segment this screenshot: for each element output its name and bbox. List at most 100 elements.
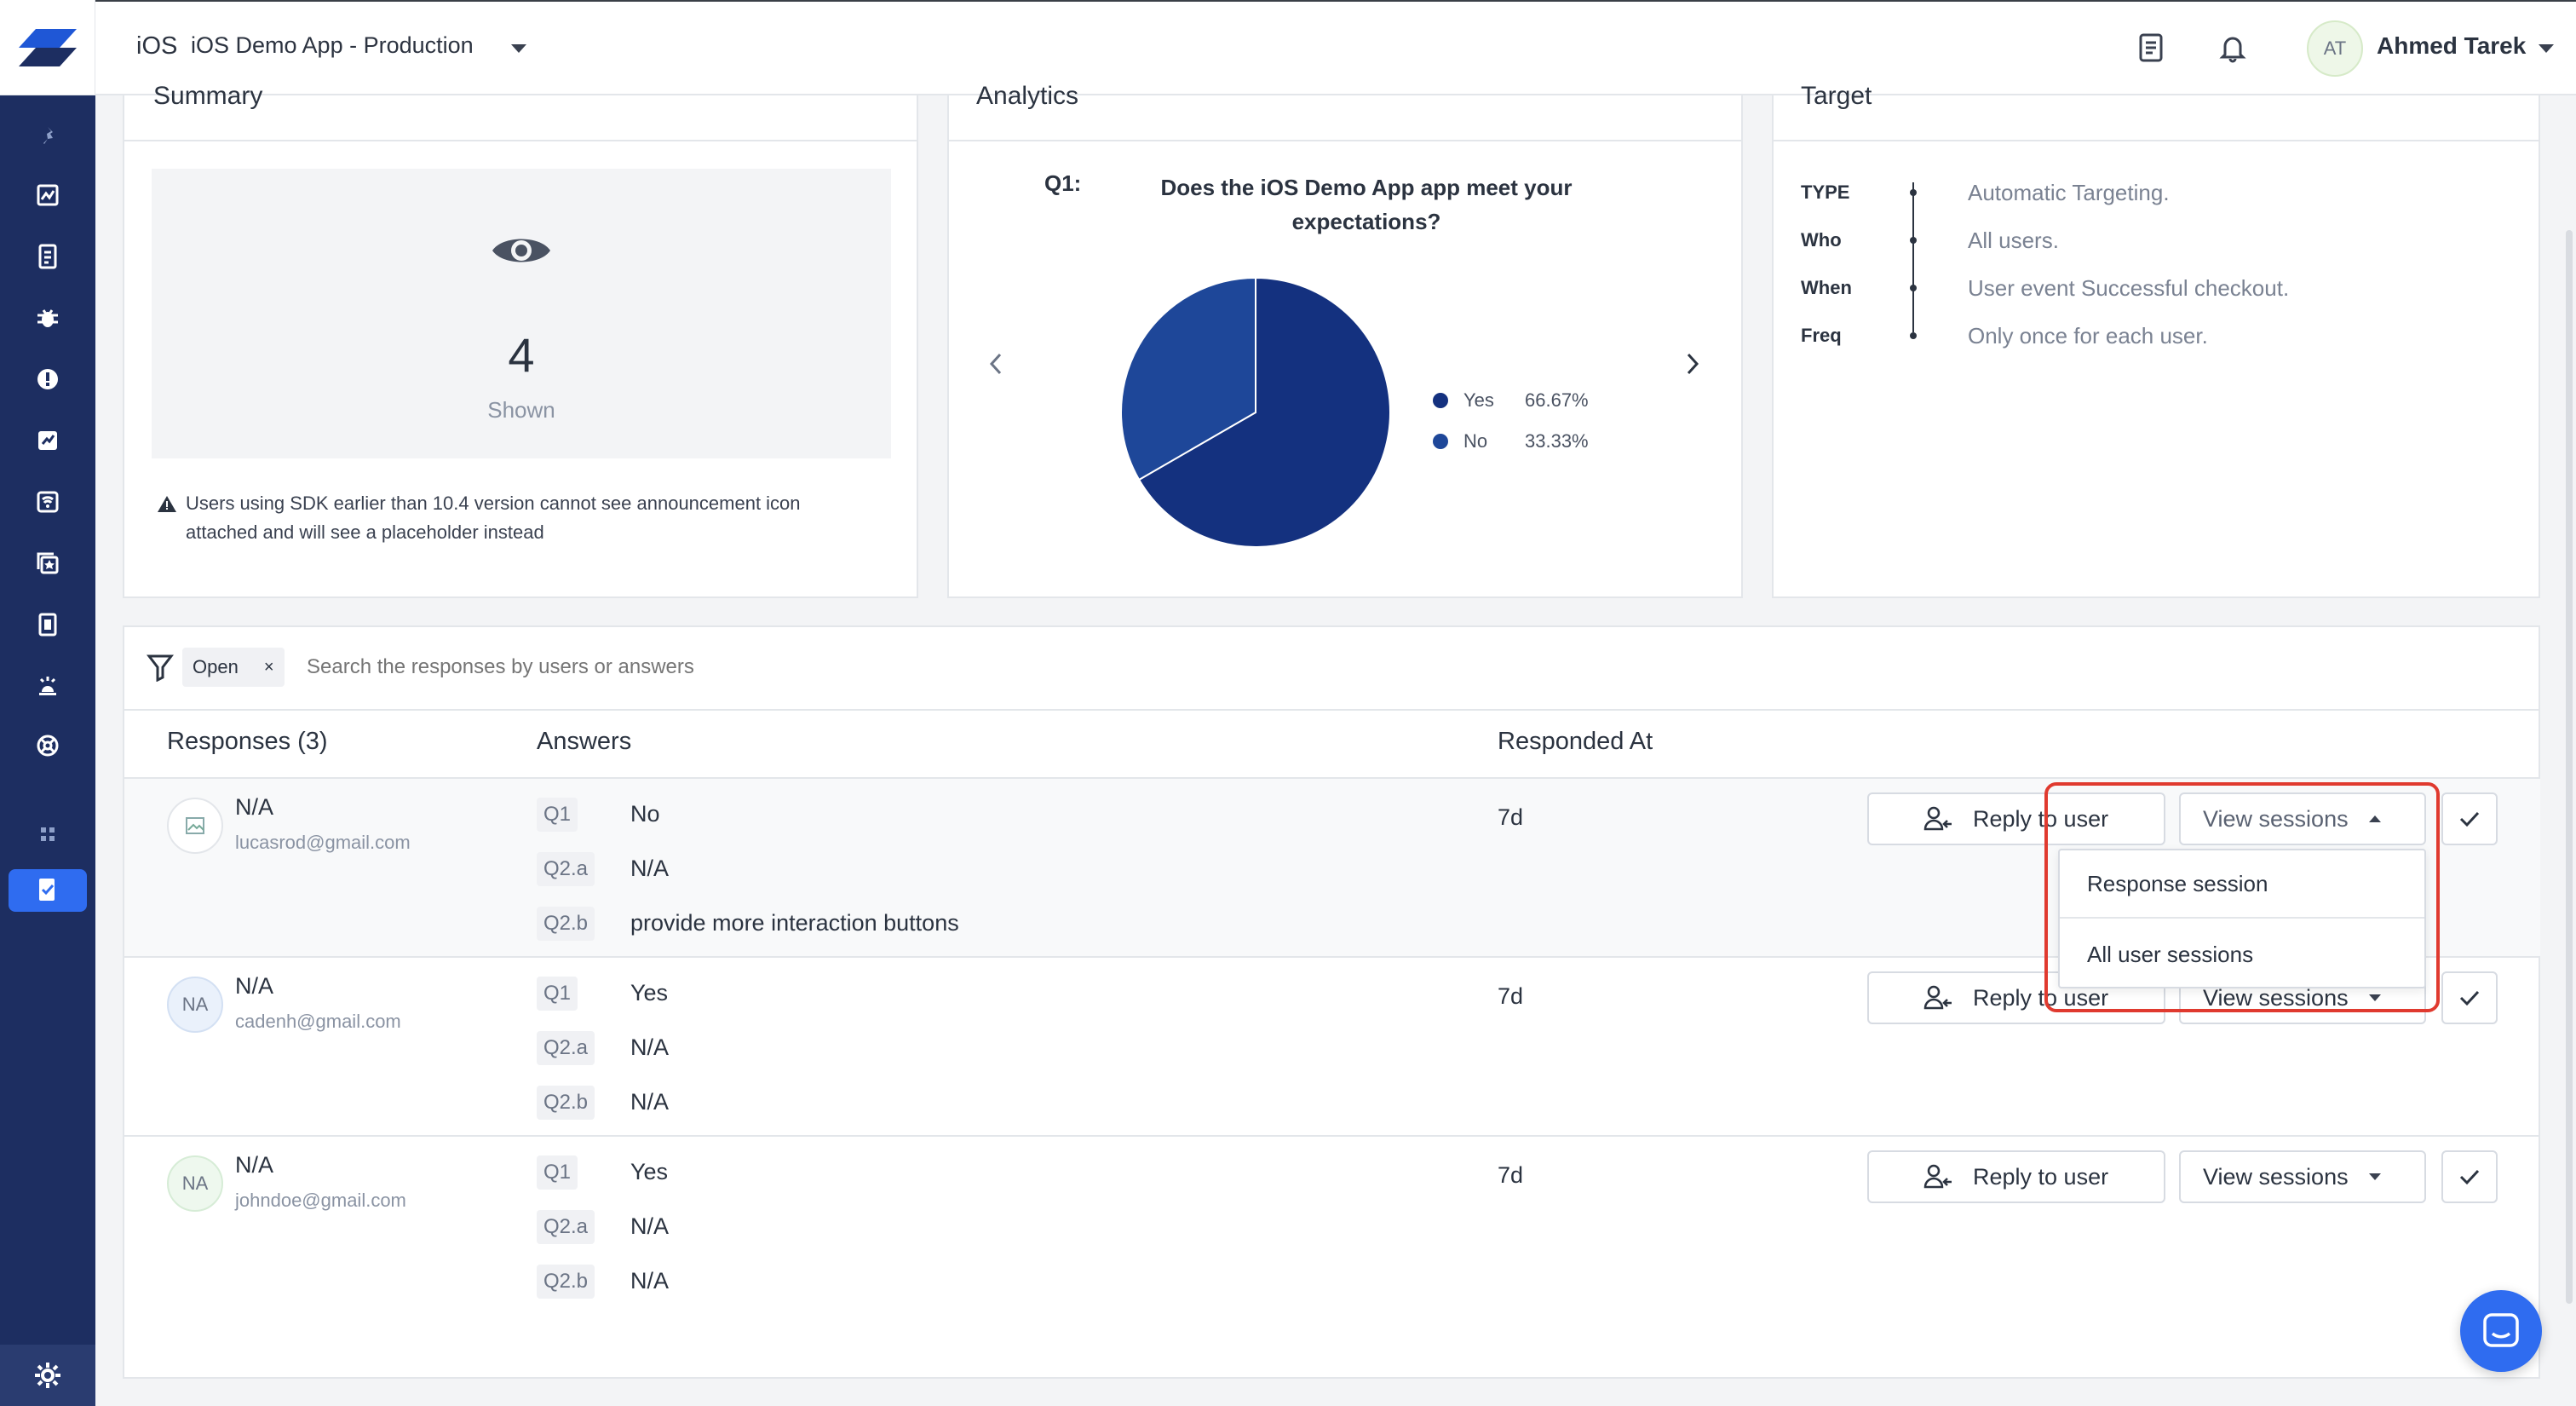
surveys-icon[interactable] [0,600,95,649]
user-name[interactable]: Ahmed Tarek [2377,32,2527,59]
avatar-initials: NA [181,1173,209,1194]
responses-search-input[interactable] [307,648,1329,687]
answer-text: N/A [630,1089,670,1115]
reply-button-label: Reply to user [1973,984,2109,1011]
reply-user-icon [1923,985,1952,1010]
question-badge: Q2.b [537,907,595,941]
dashboard-icon[interactable] [0,170,95,220]
timeline-dot [1910,332,1917,339]
target-key: Freq [1801,325,1842,346]
responded-at: 7d [1498,983,1524,1009]
divider [949,140,1743,141]
integrations-icon[interactable] [0,721,95,770]
legend-value-no: 33.33% [1525,430,1589,452]
reply-user-icon [1923,806,1952,831]
view-sessions-label: View sessions [2203,805,2349,832]
user-avatar[interactable]: AT [2307,20,2363,77]
view-sessions-dropdown-button[interactable]: View sessions [2179,792,2426,845]
pie-slice-yes [1137,276,1391,548]
divider [124,777,2540,779]
chat-launcher-button[interactable] [2460,1290,2542,1372]
answer-text: No [630,801,660,827]
legend-label-no: No [1463,430,1488,452]
settings-button[interactable] [0,1345,95,1406]
timeline-dot [1910,237,1917,244]
chevron-down-icon [2368,1173,2381,1180]
legend-label-yes: Yes [1463,389,1494,411]
broken-image-icon [186,817,204,834]
chevron-down-icon [2368,994,2381,1001]
bugs-icon[interactable] [0,293,95,343]
responded-at: 7d [1498,804,1524,830]
divider [124,709,2540,711]
summary-title: Summary [153,82,263,110]
pin-icon[interactable] [0,111,95,160]
more-icon[interactable] [0,810,95,859]
checkmark-icon [2459,990,2480,1006]
docs-icon[interactable] [2136,32,2165,63]
column-header-responses: Responses (3) [167,728,328,755]
filter-chip-open[interactable]: Open × [182,648,285,687]
question-badge: Q1 [537,977,578,1011]
mark-resolved-button[interactable] [2441,792,2498,845]
previous-question-chevron-icon[interactable] [986,351,1005,377]
alerts-icon[interactable] [0,661,95,711]
pie-chart [1120,276,1391,548]
eye-icon [492,239,550,262]
crashes-icon[interactable] [0,354,95,404]
target-value: Only once for each user. [1968,322,2208,349]
column-header-responded-at: Responded At [1498,728,1653,755]
chat-icon [2483,1313,2519,1347]
settings-icon [35,1363,60,1388]
question-text: Does the iOS Demo App app meet your expe… [1160,175,1573,234]
table-row[interactable]: NA N/A cadenh@gmail.com Q1 Yes Q2.a N/A … [124,958,2540,1137]
dropdown-item-response-session[interactable]: Response session [2060,850,2424,919]
timeline-dot [1910,285,1917,291]
user-avatar: NA [167,977,223,1033]
legend-value-yes: 66.67% [1525,389,1589,411]
announcements-icon [39,879,55,901]
chevron-up-icon [2368,815,2381,822]
next-question-chevron-icon[interactable] [1683,351,1702,377]
target-row-type: TYPE Automatic Targeting. [1801,169,2533,216]
reports-icon[interactable] [0,232,95,281]
view-sessions-dropdown-button[interactable]: View sessions [2179,1150,2426,1203]
checkmark-icon [2459,1169,2480,1185]
analytics-title: Analytics [976,82,1079,110]
target-title: Target [1801,82,1872,110]
feature-requests-icon[interactable] [0,539,95,588]
checkmark-icon [2459,811,2480,827]
app-selector-chevron-icon[interactable] [511,44,526,53]
user-avatar-broken-image-icon [167,798,223,854]
respondent-email: lucasrod@gmail.com [235,832,411,853]
table-row[interactable]: NA N/A johndoe@gmail.com Q1 Yes Q2.a N/A… [124,1137,2540,1316]
reply-button-label: Reply to user [1973,805,2109,832]
mark-resolved-button[interactable] [2441,971,2498,1024]
target-card: Target TYPE Automatic Targeting. Who All… [1772,82,2540,598]
filter-icon[interactable] [147,653,174,682]
question-badge: Q2.a [537,852,595,886]
network-icon[interactable] [0,477,95,527]
target-row-when: When User event Successful checkout. [1801,264,2533,312]
notifications-bell-icon[interactable] [2218,32,2247,63]
filter-chip-close-icon[interactable]: × [263,657,274,677]
reply-to-user-button[interactable]: Reply to user [1867,792,2165,845]
mark-resolved-button[interactable] [2441,1150,2498,1203]
target-value: All users. [1968,227,2059,253]
sdk-warning-text: Users using SDK earlier than 10.4 versio… [186,493,801,543]
warning-icon [158,496,176,512]
timeline-dot [1910,189,1917,196]
user-menu-chevron-icon[interactable] [2539,44,2554,53]
reply-to-user-button[interactable]: Reply to user [1867,1150,2165,1203]
target-row-freq: Freq Only once for each user. [1801,312,2533,360]
logo[interactable] [0,0,95,95]
page-scrollbar[interactable] [2566,230,2573,1304]
question-badge: Q2.b [537,1265,595,1299]
app-performance-icon[interactable] [0,416,95,465]
dropdown-item-all-user-sessions[interactable]: All user sessions [2087,941,2254,967]
responded-at: 7d [1498,1162,1524,1188]
question-label: Q1: [1044,170,1082,196]
sidebar-item-announcements-active[interactable] [9,869,87,912]
app-selector-label[interactable]: iOS Demo App - Production [191,32,474,58]
analytics-card: Analytics Q1: Does the iOS Demo App app … [947,82,1743,598]
